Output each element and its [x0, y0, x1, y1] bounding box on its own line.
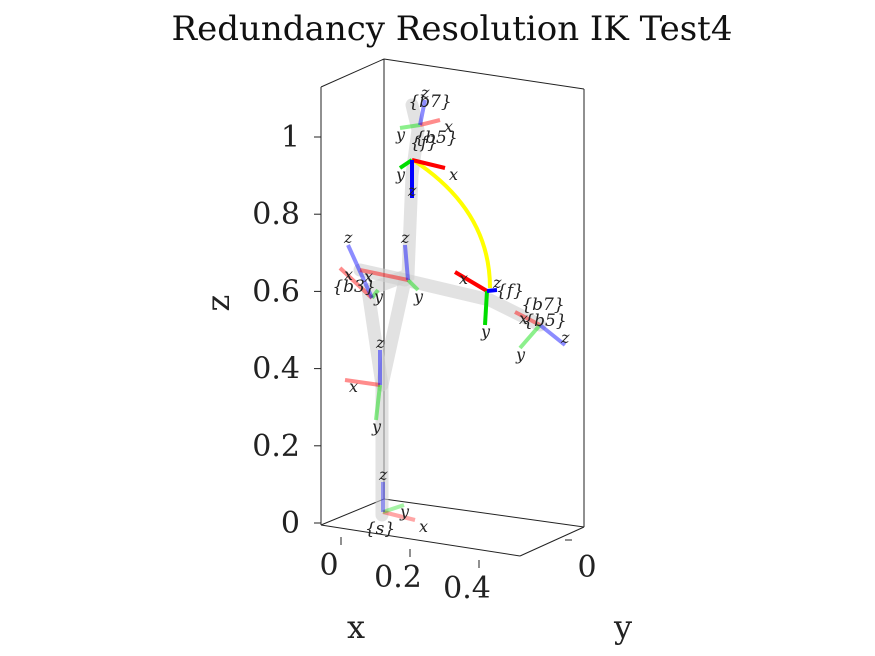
y-tick-label-0: 0 [577, 550, 596, 585]
frame-axis-letter-z-3: z [400, 228, 410, 247]
z-tick-label-2: 0.4 [252, 352, 300, 387]
frame-x-axis-2 [338, 266, 374, 300]
frame-triad-7 [399, 99, 441, 130]
frame-x-axis-5 [453, 270, 489, 293]
frame-label-7: {b7} [408, 92, 451, 112]
z-tick-label-1: 0.2 [252, 429, 300, 464]
box-bottom-front [320, 524, 521, 557]
frame-axis-letter-x-7: x [444, 117, 453, 136]
frame-axis-letter-x-2: x [344, 265, 353, 284]
frame-z-axis-3 [403, 244, 410, 281]
frame-y-axis-5 [483, 290, 489, 326]
robot-links [353, 98, 547, 522]
box-top-left [320, 58, 385, 88]
frame-label-3: {b7} [521, 295, 564, 315]
frame-triad-2 [338, 244, 380, 300]
frame-triad-6 [514, 310, 567, 350]
frame-x-axis-1 [344, 378, 381, 387]
frame-y-axis-2 [370, 288, 380, 300]
frame-axis-letter-y-2: y [373, 287, 384, 306]
frame-axis-letter-z-1: z [375, 333, 385, 352]
frame-z-axis-6 [538, 323, 567, 347]
frame-triad-5 [453, 270, 498, 326]
z-tick-label-0: 0 [281, 506, 300, 541]
frame-label-5: {f} [496, 281, 524, 301]
frame-x-axis-3 [359, 268, 409, 282]
frame-z-axis-5 [486, 288, 498, 293]
frame-y-axis-7 [399, 123, 421, 130]
frame-x-axis-0 [382, 510, 416, 522]
x-tick-label-1: 0.2 [374, 560, 422, 595]
frame-labels: {s}{b3}{b5}{b7}{f}{f}{b5}{b7} [332, 92, 566, 539]
box-bottom-left-back [320, 498, 385, 526]
frame-axis-letter-x-4: x [449, 165, 458, 184]
z-tick-label-4: 0.8 [252, 197, 300, 232]
link-arm-c [353, 263, 412, 287]
box-bottom-right [519, 526, 585, 557]
x-tick-label-0: 0 [319, 548, 338, 583]
x-axis-ticks: 0 0.2 0.4 [319, 537, 491, 606]
frame-axis-letter-x-3: x [364, 267, 373, 286]
frame-axis-letter-z-5: z [492, 273, 502, 292]
frame-label-4: {f} [410, 133, 438, 153]
frame-label-0: {s} [365, 519, 395, 539]
frame-axis-letter-y-5: y [480, 322, 491, 341]
box-bottom-right-back [383, 498, 585, 528]
z-axis-label: z [199, 295, 237, 312]
frame-z-axis-2 [346, 244, 374, 299]
frame-x-axis-4 [411, 158, 446, 170]
z-axis-ticks: 0 0.2 0.4 0.6 0.8 1 [252, 120, 321, 541]
z-tick-label-3: 0.6 [252, 274, 300, 309]
frame-triad-0 [381, 482, 416, 522]
frame-axis-letter-z-7: z [420, 83, 430, 102]
frame-axis-letter-z-0: z [378, 465, 388, 484]
frame-axis-letter-z-2: z [343, 228, 353, 247]
frame-axis-letter-x-5: x [459, 269, 468, 288]
frame-axis-letter-z-4: z [407, 181, 417, 200]
z-tick-label-5: 1 [281, 120, 300, 155]
frame-triad-4 [398, 158, 446, 198]
frame-y-axis-6 [518, 323, 542, 350]
frame-y-axis-3 [406, 278, 420, 292]
frame-axis-letter-y-4: y [395, 165, 406, 184]
frame-z-axis-7 [418, 99, 427, 126]
frame-label-1: {b3} [332, 277, 375, 297]
frame-label-6: {b5} [414, 128, 457, 148]
y-axis-label: y [613, 608, 632, 646]
frame-axis-letter-y-1: y [371, 417, 382, 436]
frame-label-2: {b5} [523, 311, 566, 331]
frame-axis-letter-y-0: y [399, 502, 410, 521]
frame-y-axis-0 [382, 503, 405, 514]
frame-triad-3 [359, 244, 420, 292]
frame-triad-1 [344, 350, 382, 421]
trajectory-curve [411, 158, 492, 289]
y-axis-ticks: 0 [565, 539, 597, 585]
frame-axis-letter-x-1: x [349, 377, 358, 396]
frame-axis-letter-x-0: x [419, 517, 428, 536]
frame-axis-letter-y-6: y [515, 345, 526, 364]
frame-axis-letter-y-7: y [395, 125, 406, 144]
frame-x-axis-7 [419, 118, 441, 127]
frame-axis-letter-x-6: x [519, 309, 528, 328]
chart-title: Redundancy Resolution IK Test4 [172, 9, 733, 49]
frame-axis-letter-z-6: z [560, 328, 570, 347]
x-tick-label-2: 0.4 [443, 571, 491, 606]
frame-axis-letter-y-3: y [413, 287, 424, 306]
frame-y-axis-1 [374, 384, 382, 421]
link-arm-b [375, 272, 547, 392]
frame-x-axis-6 [514, 310, 541, 327]
x-axis-label: x [347, 608, 365, 646]
box-top-right [383, 58, 585, 90]
